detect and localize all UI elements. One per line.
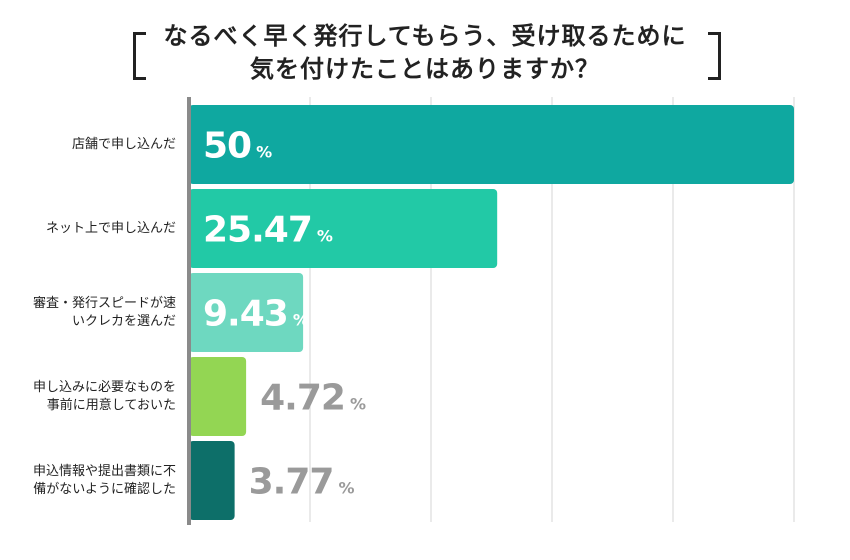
title-line-1: なるべく早く発行してもらう、受け取るために [163, 22, 687, 50]
value-label-2: 25.47% [203, 210, 333, 251]
bar-5 [189, 441, 235, 520]
title-bracket-right [708, 32, 721, 80]
title-bracket-left [133, 32, 146, 80]
chart-title: なるべく早く発行してもらう、受け取るために 気を付けたことはありますか？ [0, 20, 850, 86]
bar-1 [189, 105, 794, 184]
value-label-4: 4.72% [260, 378, 366, 419]
bar-3 [189, 273, 304, 352]
category-label-3: 審査・発行スピードが速 いクレカを選んだ [32, 295, 176, 329]
bar-2 [189, 189, 498, 268]
title-line-2: 気を付けたことはありますか？ [250, 55, 600, 83]
value-label-3: 9.43% [203, 294, 309, 335]
value-label-5: 3.77% [249, 462, 355, 503]
category-label-5: 申込情報や提出書類に不 備がないように確認した [32, 463, 176, 497]
value-label-1: 50% [203, 126, 272, 167]
category-label-4: 申し込みに必要なものを 事前に用意しておいた [32, 379, 176, 413]
category-label-1: 店舗で申し込んだ [71, 136, 176, 152]
bar-4 [189, 357, 247, 436]
category-label-2: ネット上で申し込んだ [45, 220, 176, 236]
